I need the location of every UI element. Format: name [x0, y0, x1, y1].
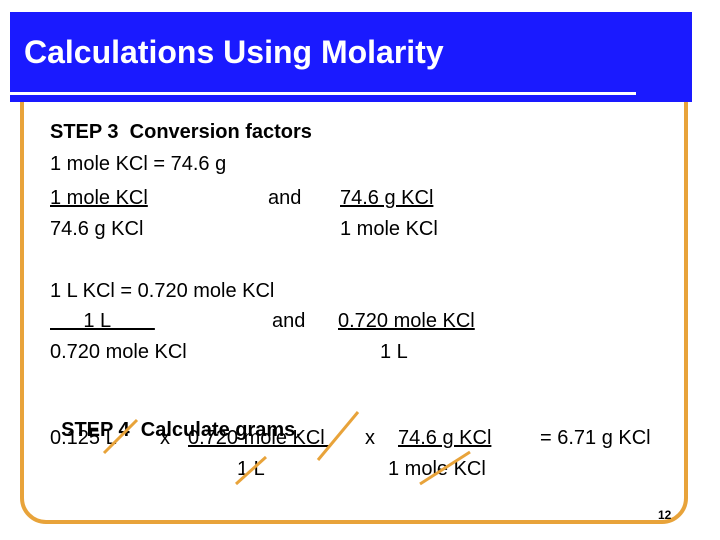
step3-heading: STEP 3 Conversion factors — [50, 121, 312, 143]
conversion1-numerator: 0.720 mole KCl — [188, 427, 331, 449]
slide-title: Calculations Using Molarity — [24, 34, 444, 70]
conversion2-numerator: 74.6 g KCl — [398, 427, 492, 449]
title-rule — [10, 92, 636, 95]
title-bar: Calculations Using Molarity — [10, 12, 692, 102]
factor3-denominator: 0.720 mole KCl — [50, 341, 187, 363]
equality-liter-mole: 1 L KCl = 0.720 mole KCl — [50, 280, 275, 302]
equality-mole-grams: 1 mole KCl = 74.6 g — [50, 153, 227, 175]
factor1-numerator: 1 mole KCl — [50, 187, 148, 209]
given-volume: 0.125 L — [50, 427, 117, 449]
and-label-2: and — [272, 310, 306, 332]
factor1-denominator: 74.6 g KCl — [50, 218, 144, 240]
factor3-numerator: 1 L — [50, 310, 155, 332]
factor4-denominator: 1 L — [380, 341, 408, 363]
times-sign-2: x — [365, 427, 375, 449]
factor2-numerator: 74.6 g KCl — [340, 187, 434, 209]
times-sign-1: x — [160, 427, 170, 449]
conversion1-denominator: 1 L — [237, 458, 265, 480]
factor2-denominator: 1 mole KCl — [340, 218, 438, 240]
page-number: 12 — [658, 508, 672, 522]
factor4-numerator: 0.720 mole KCl — [338, 310, 475, 332]
step4-heading-period: . — [295, 419, 301, 441]
conversion2-denominator: 1 mole KCl — [388, 458, 486, 480]
result-value: = 6.71 g KCl — [540, 427, 651, 449]
and-label-1: and — [268, 187, 302, 209]
